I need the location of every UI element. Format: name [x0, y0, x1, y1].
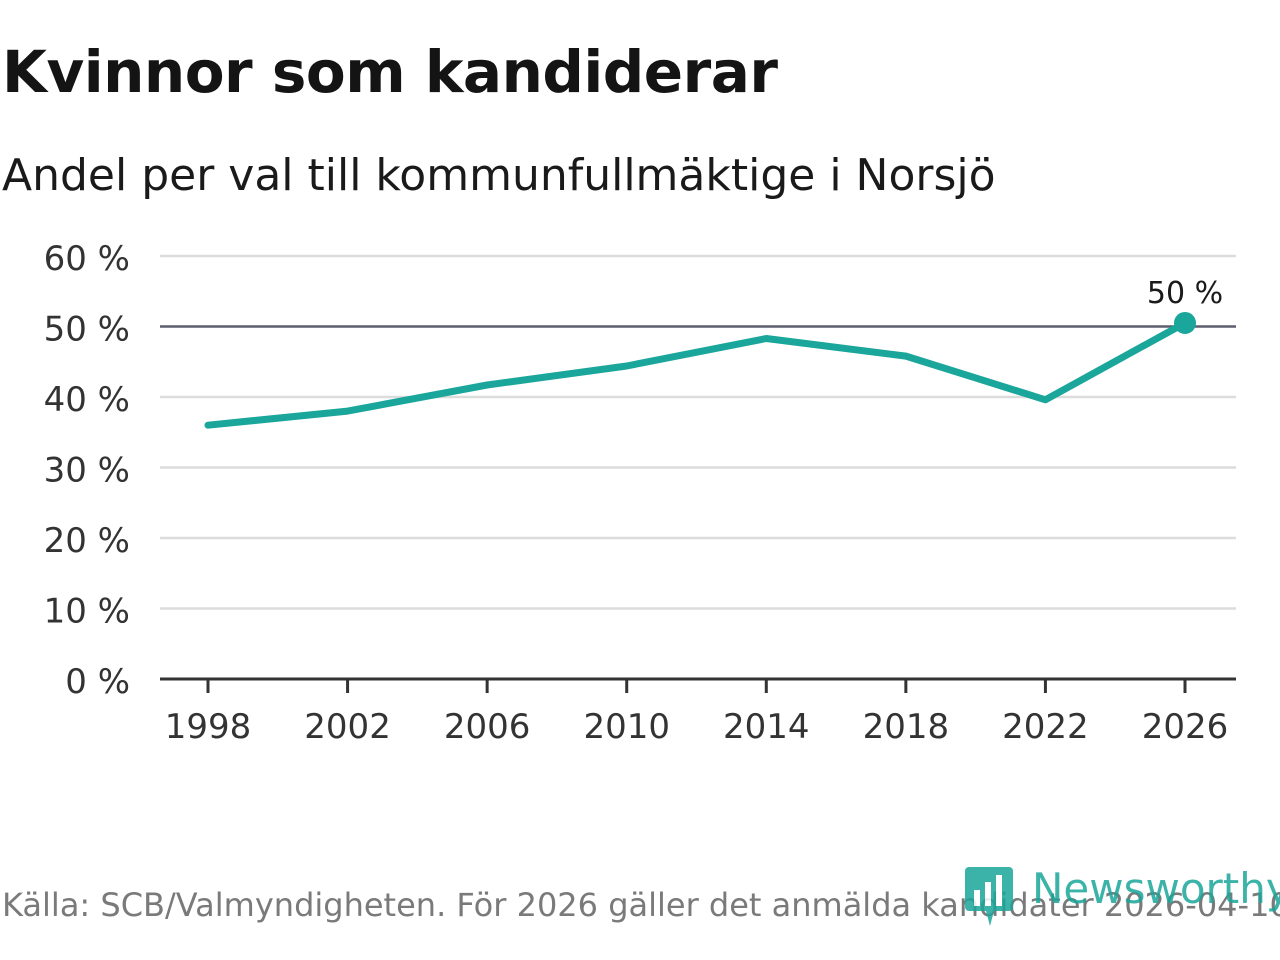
brand-name: Newsworthy: [1032, 864, 1280, 913]
x-tick-label: 2022: [1002, 707, 1089, 747]
x-tick-label: 2014: [723, 707, 810, 747]
y-tick-label: 40 %: [44, 380, 130, 420]
data-point: [763, 335, 770, 342]
x-axis: 1998 2002 2006 2010 2014 2018 2022 2026: [160, 677, 1236, 747]
last-point-label: 50 %: [1147, 276, 1223, 311]
series: 50 %: [204, 276, 1223, 429]
gridlines: [160, 254, 1236, 610]
x-tick-label: 2018: [863, 707, 950, 747]
x-tick-label: 2006: [444, 707, 531, 747]
y-tick-label: 0 %: [65, 662, 130, 702]
data-point: [623, 362, 630, 369]
brand-logo: Newsworthy: [964, 862, 1280, 928]
series-line-andel-kvinnor: [204, 319, 1189, 429]
line-chart: 0 % 10 % 20 % 30 % 40 % 50 % 60 % 1998 2002 2006…: [44, 239, 1236, 747]
y-tick-label: 10 %: [44, 592, 130, 632]
last-point-marker: [1174, 311, 1196, 334]
data-point: [484, 382, 491, 389]
data-point: [1042, 396, 1049, 403]
x-tick-label: 2002: [304, 707, 391, 747]
data-point: [902, 353, 909, 360]
data-point: [344, 408, 351, 415]
y-axis-ticks: 0 % 10 % 20 % 30 % 40 % 50 % 60 %: [44, 239, 130, 702]
x-tick-label: 1998: [165, 707, 252, 747]
y-tick-label: 60 %: [44, 239, 130, 279]
bar-chart-logo-icon: [965, 867, 1013, 926]
data-point: [205, 422, 212, 429]
y-tick-label: 50 %: [44, 310, 130, 350]
chart-subtitle: Andel per val till kommunfullmäktige i N…: [2, 150, 996, 201]
x-tick-label: 2010: [583, 707, 670, 747]
source-note: Källa: SCB/Valmyndigheten. För 2026 gäll…: [2, 886, 1280, 924]
x-tick-label: 2026: [1142, 707, 1229, 747]
y-tick-label: 20 %: [44, 521, 130, 561]
y-tick-label: 30 %: [44, 451, 130, 491]
chart-title: Kvinnor som kandiderar: [2, 38, 778, 106]
